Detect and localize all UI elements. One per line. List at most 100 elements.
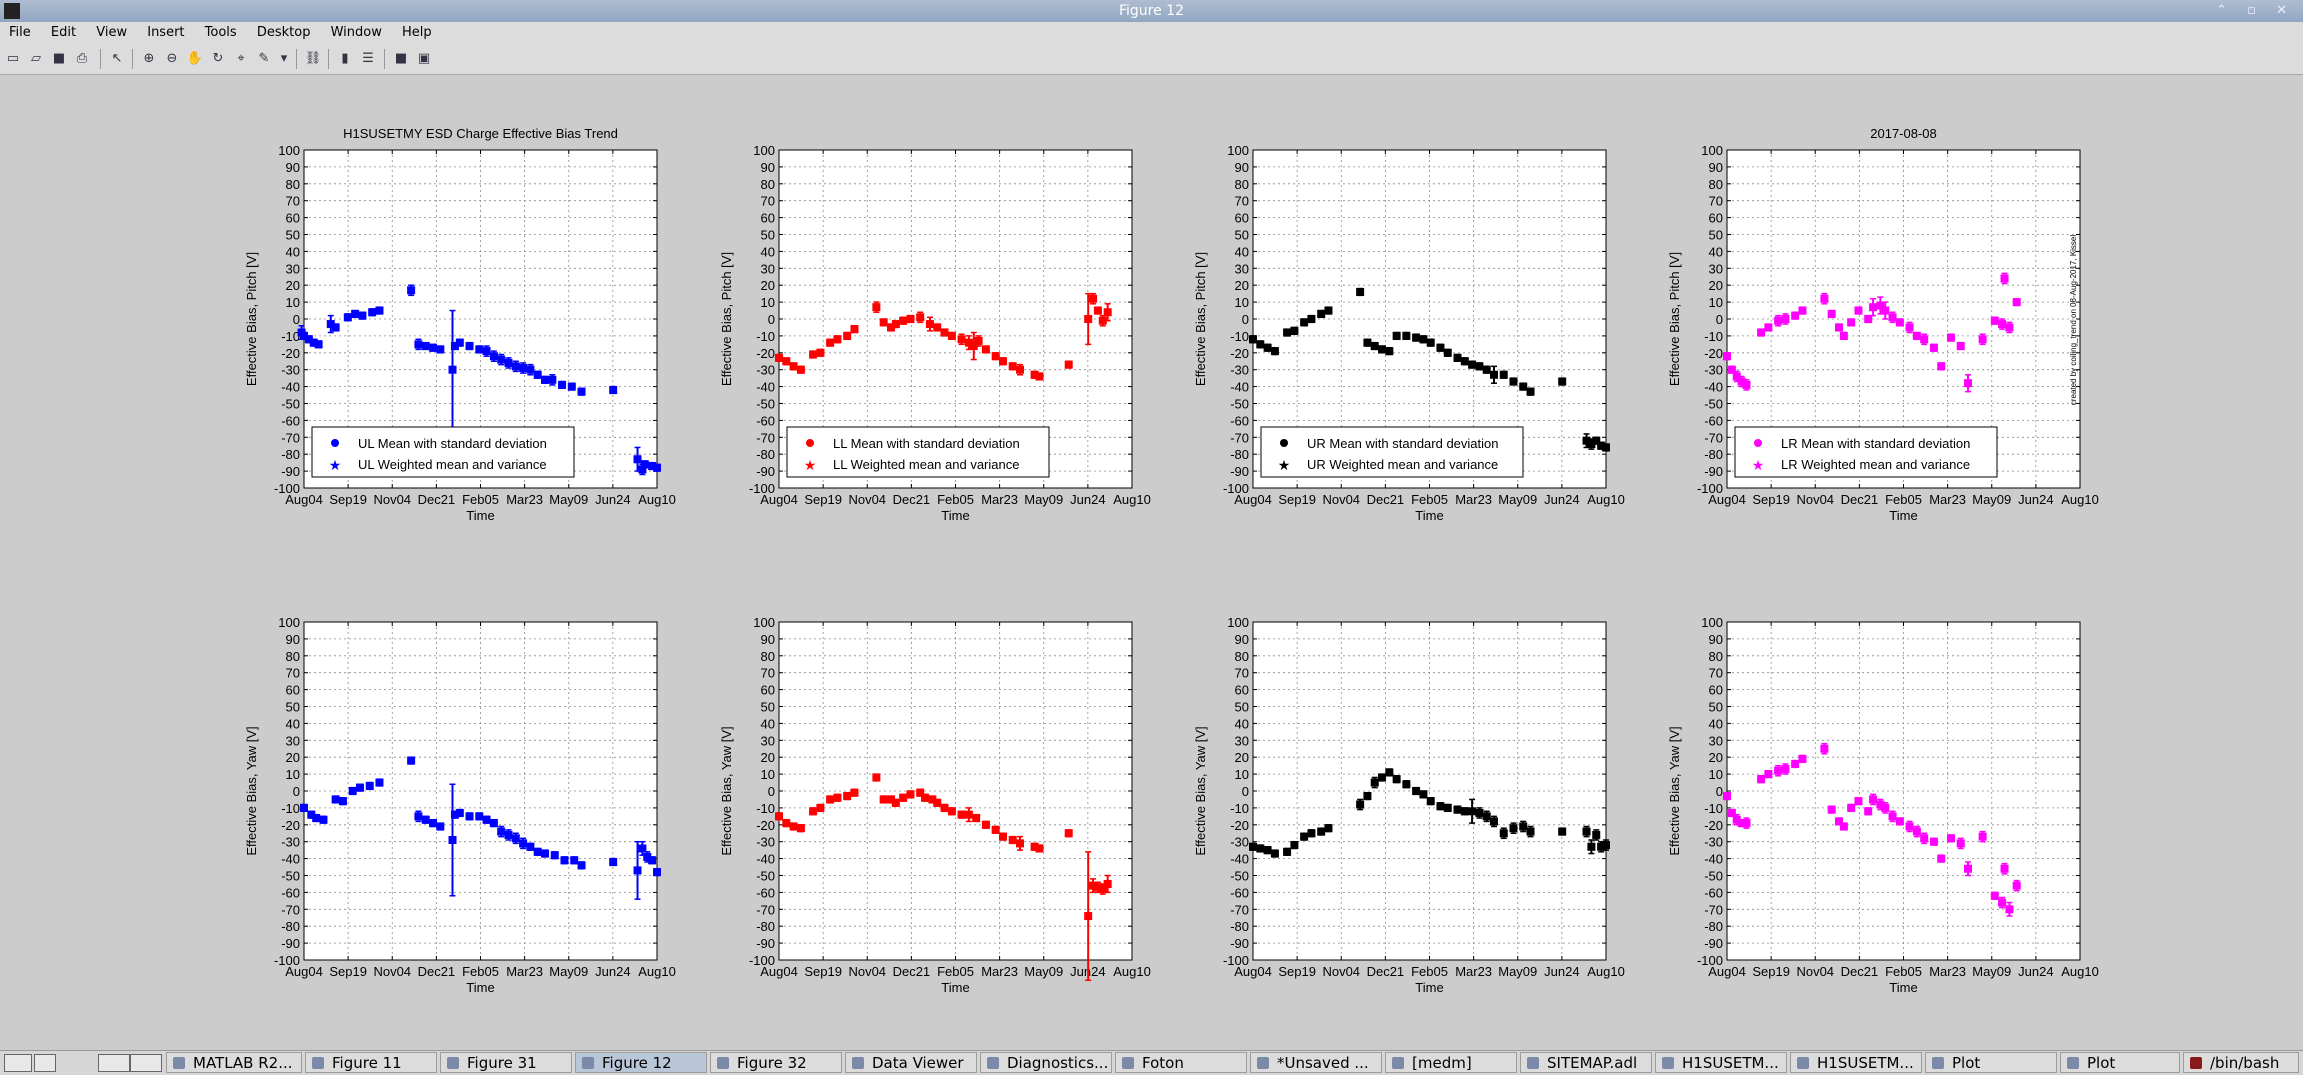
task-sitemap[interactable]: SITEMAP.adl [1520,1052,1652,1073]
menu-edit[interactable]: Edit [50,25,77,40]
task-figure-12[interactable]: Figure 12 [575,1052,707,1073]
figure-date: 2017-08-08 [1870,126,1937,141]
hide-tools-icon[interactable]: ■ [394,50,408,66]
data-point [1929,837,1938,846]
y-tick-label: -100 [1223,953,1249,968]
y-tick-label: 80 [1709,177,1723,192]
data-point [933,323,942,332]
y-tick-label: 90 [286,160,300,175]
data-point [2012,298,2021,307]
data-point [300,331,308,340]
data-point [1791,759,1800,768]
workspace-switcher[interactable] [4,1054,32,1072]
task-plot-2[interactable]: Plot [2060,1052,2180,1073]
data-point [1990,316,1999,325]
x-tick-label: May09 [1024,492,1063,507]
data-point [891,798,900,807]
task-figure-11[interactable]: Figure 11 [305,1052,437,1073]
data-cursor-icon[interactable]: ⌖ [237,50,245,66]
workspace-1[interactable] [98,1054,130,1072]
data-point [809,350,818,359]
data-point [526,365,535,374]
data-point [300,803,308,812]
y-tick-label: 50 [1709,228,1723,243]
menu-desktop[interactable]: Desktop [256,25,311,40]
data-point [809,807,818,816]
task-unsaved[interactable]: *Unsaved ... [1250,1052,1382,1073]
y-tick-label: -70 [1230,430,1249,445]
data-point [1723,352,1731,361]
show-desktop-button[interactable] [34,1054,56,1072]
data-point [436,345,445,354]
task-h1susetm-1[interactable]: H1SUSETM... [1655,1052,1787,1073]
data-point [1905,822,1914,831]
menu-file[interactable]: File [9,25,31,40]
y-tick-label: 90 [1709,632,1723,647]
rotate-icon[interactable]: ↻ [212,50,224,66]
figure-plots: 1009080706050403020100-10-20-30-40-50-60… [244,126,2099,995]
workspace-2[interactable] [130,1054,162,1072]
data-point [1727,365,1736,374]
data-point [1263,343,1272,352]
task-figure-31[interactable]: Figure 31 [440,1052,572,1073]
data-point [1732,372,1741,381]
data-point [633,455,642,464]
x-axis-label: Time [1889,508,1917,523]
data-point [1363,338,1372,347]
data-point [368,308,377,317]
data-point [421,815,430,824]
pan-icon[interactable]: ✋ [186,50,204,66]
menu-help[interactable]: Help [402,25,432,40]
task-medm[interactable]: [medm] [1385,1052,1517,1073]
x-tick-label: Sep19 [329,964,367,979]
task-data-viewer[interactable]: Data Viewer [845,1052,977,1073]
x-tick-label: Jun24 [1544,964,1579,979]
window-app-icon [2067,1057,2079,1069]
data-point [1419,335,1428,344]
legend-entry-mean: UR Mean with standard deviation [1307,436,1499,451]
open-icon[interactable]: ▱ [31,50,41,66]
data-point [1978,335,1987,344]
dock-icon[interactable]: ▣ [417,50,431,66]
zoom-in-icon[interactable]: ⊕ [143,50,155,66]
y-tick-label: -100 [1697,481,1723,496]
data-point [519,364,528,373]
legend-icon[interactable]: ☰ [362,50,374,66]
y-tick-label: 80 [1709,649,1723,664]
x-tick-label: Dec21 [418,492,456,507]
task-plot-1[interactable]: Plot [1925,1052,2057,1073]
task-figure-32[interactable]: Figure 32 [710,1052,842,1073]
task-diagnostics[interactable]: Diagnostics... [980,1052,1112,1073]
save-icon[interactable]: ■ [52,50,66,66]
menu-tools[interactable]: Tools [204,25,237,40]
pointer-icon[interactable]: ↖ [111,50,123,66]
data-point [1519,822,1528,831]
x-axis-label: Time [466,980,494,995]
brush-icon[interactable]: ✎ [258,50,270,66]
task-bash[interactable]: /bin/bash [2183,1052,2299,1073]
print-icon[interactable]: ⎙ [76,50,88,66]
data-point [1370,778,1379,787]
window-controls[interactable]: ⌃ ▫ ✕ [2216,3,2295,18]
colorbar-icon[interactable]: ▮ [341,50,349,66]
data-point [921,793,930,802]
figure-app-icon [582,1057,594,1069]
task-foton[interactable]: Foton [1115,1052,1247,1073]
menu-insert[interactable]: Insert [147,25,185,40]
task-matlab[interactable]: MATLAB R2... [166,1052,302,1073]
terminal-app-icon [2190,1057,2202,1069]
new-file-icon[interactable]: ▭ [6,50,20,66]
zoom-out-icon[interactable]: ⊖ [166,50,178,66]
data-point [1270,347,1279,356]
menu-window[interactable]: Window [330,25,382,40]
y-tick-label: 0 [1716,312,1723,327]
data-point [548,375,557,384]
link-icon[interactable]: ⛓ [304,50,322,66]
menu-view[interactable]: View [96,25,128,40]
task-h1susetm-2[interactable]: H1SUSETM... [1790,1052,1922,1073]
data-point [775,353,783,362]
brush-dropdown-icon[interactable]: ▾ [280,50,288,66]
data-point [998,832,1007,841]
data-point [1030,370,1039,379]
data-point [1990,891,1999,900]
